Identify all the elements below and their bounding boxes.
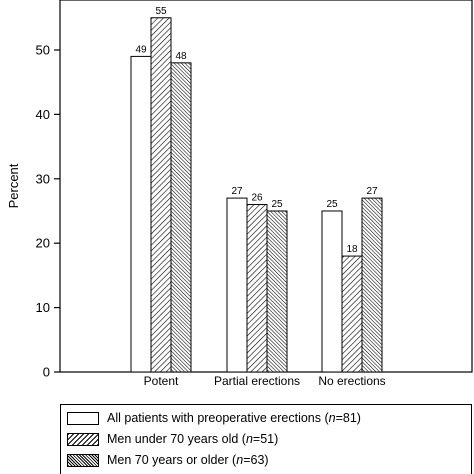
y-tick-label-30: 30: [36, 171, 50, 186]
bar-under-70-1: [246, 204, 268, 373]
y-tick-label-0: 0: [43, 365, 50, 380]
legend-label-all-patients: All patients with preoperative erections…: [107, 411, 361, 425]
bar-under-70-0: [150, 17, 172, 373]
legend: All patients with preoperative erections…: [60, 404, 472, 474]
legend-swatch-all-patients: [67, 411, 99, 425]
data-label-70-or-older-0: 48: [175, 51, 187, 62]
bar-all-patients-0: [130, 55, 152, 373]
legend-item-under-70: Men under 70 years old (n=51): [67, 430, 278, 448]
legend-swatch-under-70: [67, 432, 99, 446]
category-label-0: Potent: [144, 374, 179, 388]
y-axis-label: Percent: [6, 163, 21, 208]
data-label-70-or-older-1: 25: [271, 199, 283, 210]
data-label-all-patients-0: 49: [135, 44, 147, 55]
bar-all-patients-2: [321, 210, 343, 373]
data-label-under-70-2: 18: [346, 244, 358, 255]
y-tick-label-20: 20: [36, 236, 50, 251]
data-label-70-or-older-2: 27: [366, 186, 378, 197]
y-tick-label-50: 50: [36, 42, 50, 57]
legend-label-70-or-older: Men 70 years or older (n=63): [107, 453, 269, 467]
bar-all-patients-1: [226, 197, 248, 373]
y-tick-label-40: 40: [36, 107, 50, 122]
category-label-1: Partial erections: [214, 374, 300, 388]
bar-chart: 0 10 20 30 40 50 Percent 49 55 48 Potent 27 26 25 Par…: [6, 0, 473, 388]
category-label-2: No erections: [318, 374, 385, 388]
bar-70-or-older-1: [266, 210, 288, 373]
bar-70-or-older-0: [170, 62, 192, 373]
legend-label-under-70: Men under 70 years old (n=51): [107, 432, 279, 446]
data-label-all-patients-2: 25: [326, 199, 338, 210]
data-label-under-70-0: 55: [155, 6, 167, 17]
data-label-all-patients-1: 27: [231, 186, 243, 197]
data-label-under-70-1: 26: [251, 193, 263, 204]
bar-70-or-older-2: [361, 197, 383, 373]
legend-swatch-70-or-older: [67, 453, 99, 467]
legend-item-70-or-older: Men 70 years or older (n=63): [67, 451, 269, 469]
y-tick-label-10: 10: [36, 300, 50, 315]
legend-item-all-patients: All patients with preoperative erections…: [67, 409, 361, 427]
bar-under-70-2: [341, 255, 363, 373]
